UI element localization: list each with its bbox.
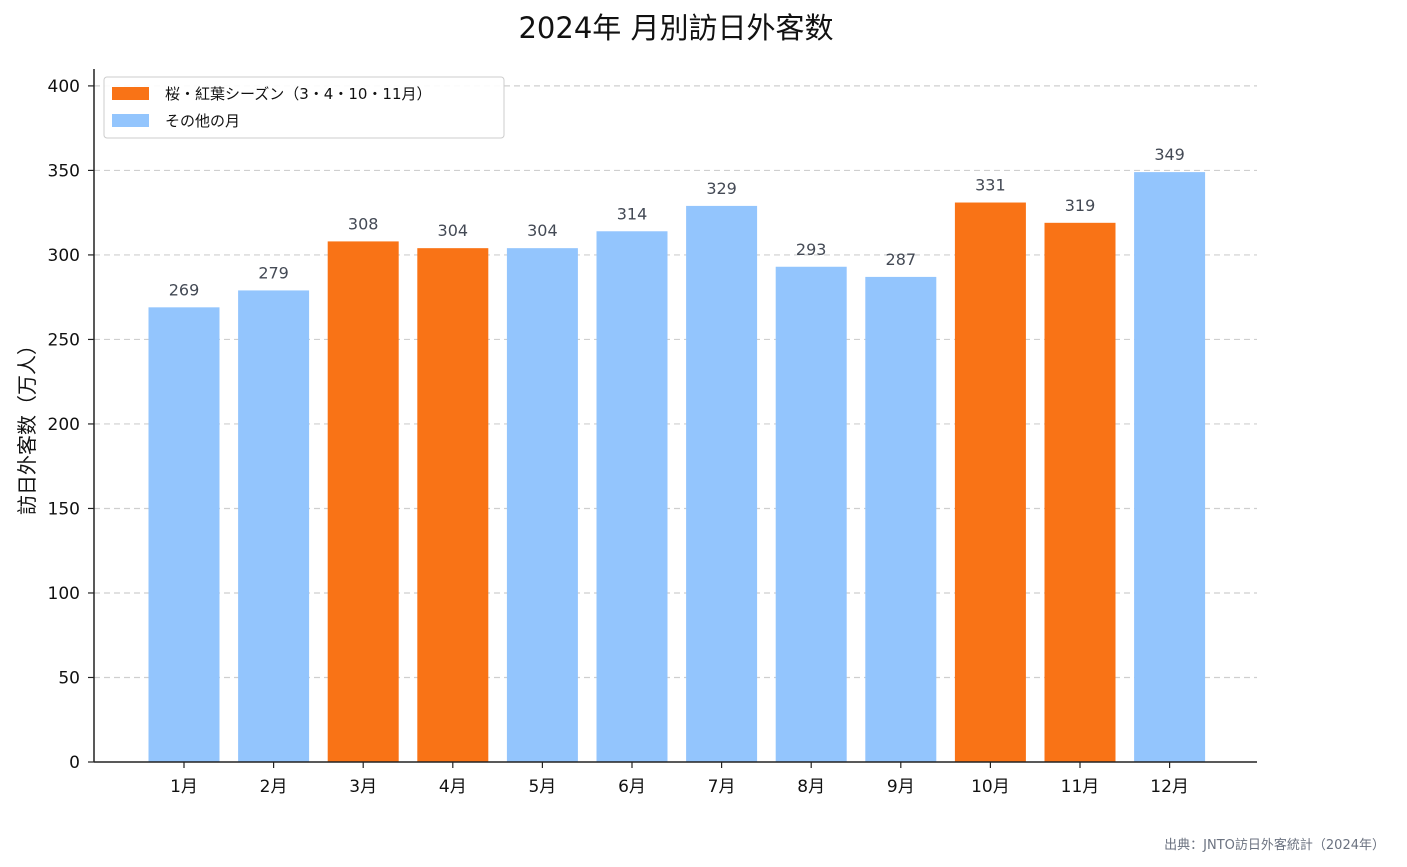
- x-tick-label: 7月: [708, 777, 736, 797]
- y-tick-label: 400: [48, 77, 80, 97]
- source-note: 出典：JNTO訪日外客統計（2024年）: [1164, 837, 1385, 853]
- bar-7: [686, 205, 758, 762]
- legend-label-season: 桜・紅葉シーズン（3・4・10・11月）: [165, 85, 432, 103]
- y-tick-label: 350: [48, 161, 80, 181]
- bar-10: [954, 202, 1026, 762]
- x-tick-label: 9月: [887, 777, 915, 797]
- legend-label-other: その他の月: [165, 112, 240, 130]
- x-tick-label: 1月: [170, 777, 198, 797]
- legend: 桜・紅葉シーズン（3・4・10・11月） その他の月: [103, 76, 505, 139]
- bar-3: [327, 241, 399, 762]
- bar-value-label: 287: [886, 250, 917, 269]
- bar-5: [506, 248, 578, 763]
- legend-box: [103, 76, 505, 139]
- x-axis-ticks: 1月 2月 3月 4月 5月 6月 7月 8月 9月 10月 11月 12月: [170, 762, 1189, 797]
- bar-value-label: 293: [796, 240, 827, 259]
- y-tick-label: 150: [48, 499, 80, 519]
- bar-value-label: 331: [975, 176, 1006, 195]
- y-tick-label: 100: [48, 584, 80, 604]
- x-tick-label: 8月: [797, 777, 825, 797]
- y-tick-label: 300: [48, 246, 80, 266]
- chart-title: 2024年 月別訪日外客数: [518, 11, 833, 45]
- bar-11: [1044, 222, 1116, 762]
- bar-2: [238, 290, 310, 762]
- legend-swatch-other: [112, 114, 149, 127]
- bar-12: [1134, 172, 1206, 763]
- y-tick-label: 0: [69, 753, 80, 773]
- x-tick-label: 5月: [528, 777, 556, 797]
- bar-1: [148, 307, 220, 762]
- x-tick-label: 6月: [618, 777, 646, 797]
- bars: [148, 172, 1206, 763]
- bar-labels: 269 279 308 304 304 314 329 293 287 331 319 349: [169, 145, 1185, 299]
- bar-4: [417, 248, 489, 763]
- y-tick-label: 50: [58, 668, 80, 688]
- x-tick-label: 11月: [1061, 777, 1100, 797]
- bar-value-label: 308: [348, 214, 379, 233]
- bar-value-label: 319: [1065, 196, 1096, 215]
- bar-value-label: 314: [617, 204, 648, 223]
- y-tick-label: 200: [48, 415, 80, 435]
- x-tick-label: 4月: [439, 777, 467, 797]
- y-axis-ticks: 0 50 100 150 200 250 300 350 400: [48, 77, 94, 773]
- x-tick-label: 2月: [260, 777, 288, 797]
- x-tick-label: 10月: [971, 777, 1010, 797]
- bar-8: [775, 266, 847, 762]
- legend-swatch-season: [112, 87, 149, 100]
- bar-value-label: 349: [1154, 145, 1185, 164]
- bar-value-label: 329: [706, 179, 737, 198]
- y-tick-label: 250: [48, 330, 80, 350]
- y-axis-label: 訪日外客数（万人）: [15, 335, 39, 515]
- x-tick-label: 3月: [349, 777, 377, 797]
- bar-value-label: 269: [169, 280, 200, 299]
- bar-value-label: 304: [438, 221, 469, 240]
- bar-6: [596, 231, 668, 762]
- x-tick-label: 12月: [1150, 777, 1189, 797]
- bar-9: [865, 276, 937, 762]
- bar-value-label: 279: [258, 263, 289, 282]
- bar-value-label: 304: [527, 221, 558, 240]
